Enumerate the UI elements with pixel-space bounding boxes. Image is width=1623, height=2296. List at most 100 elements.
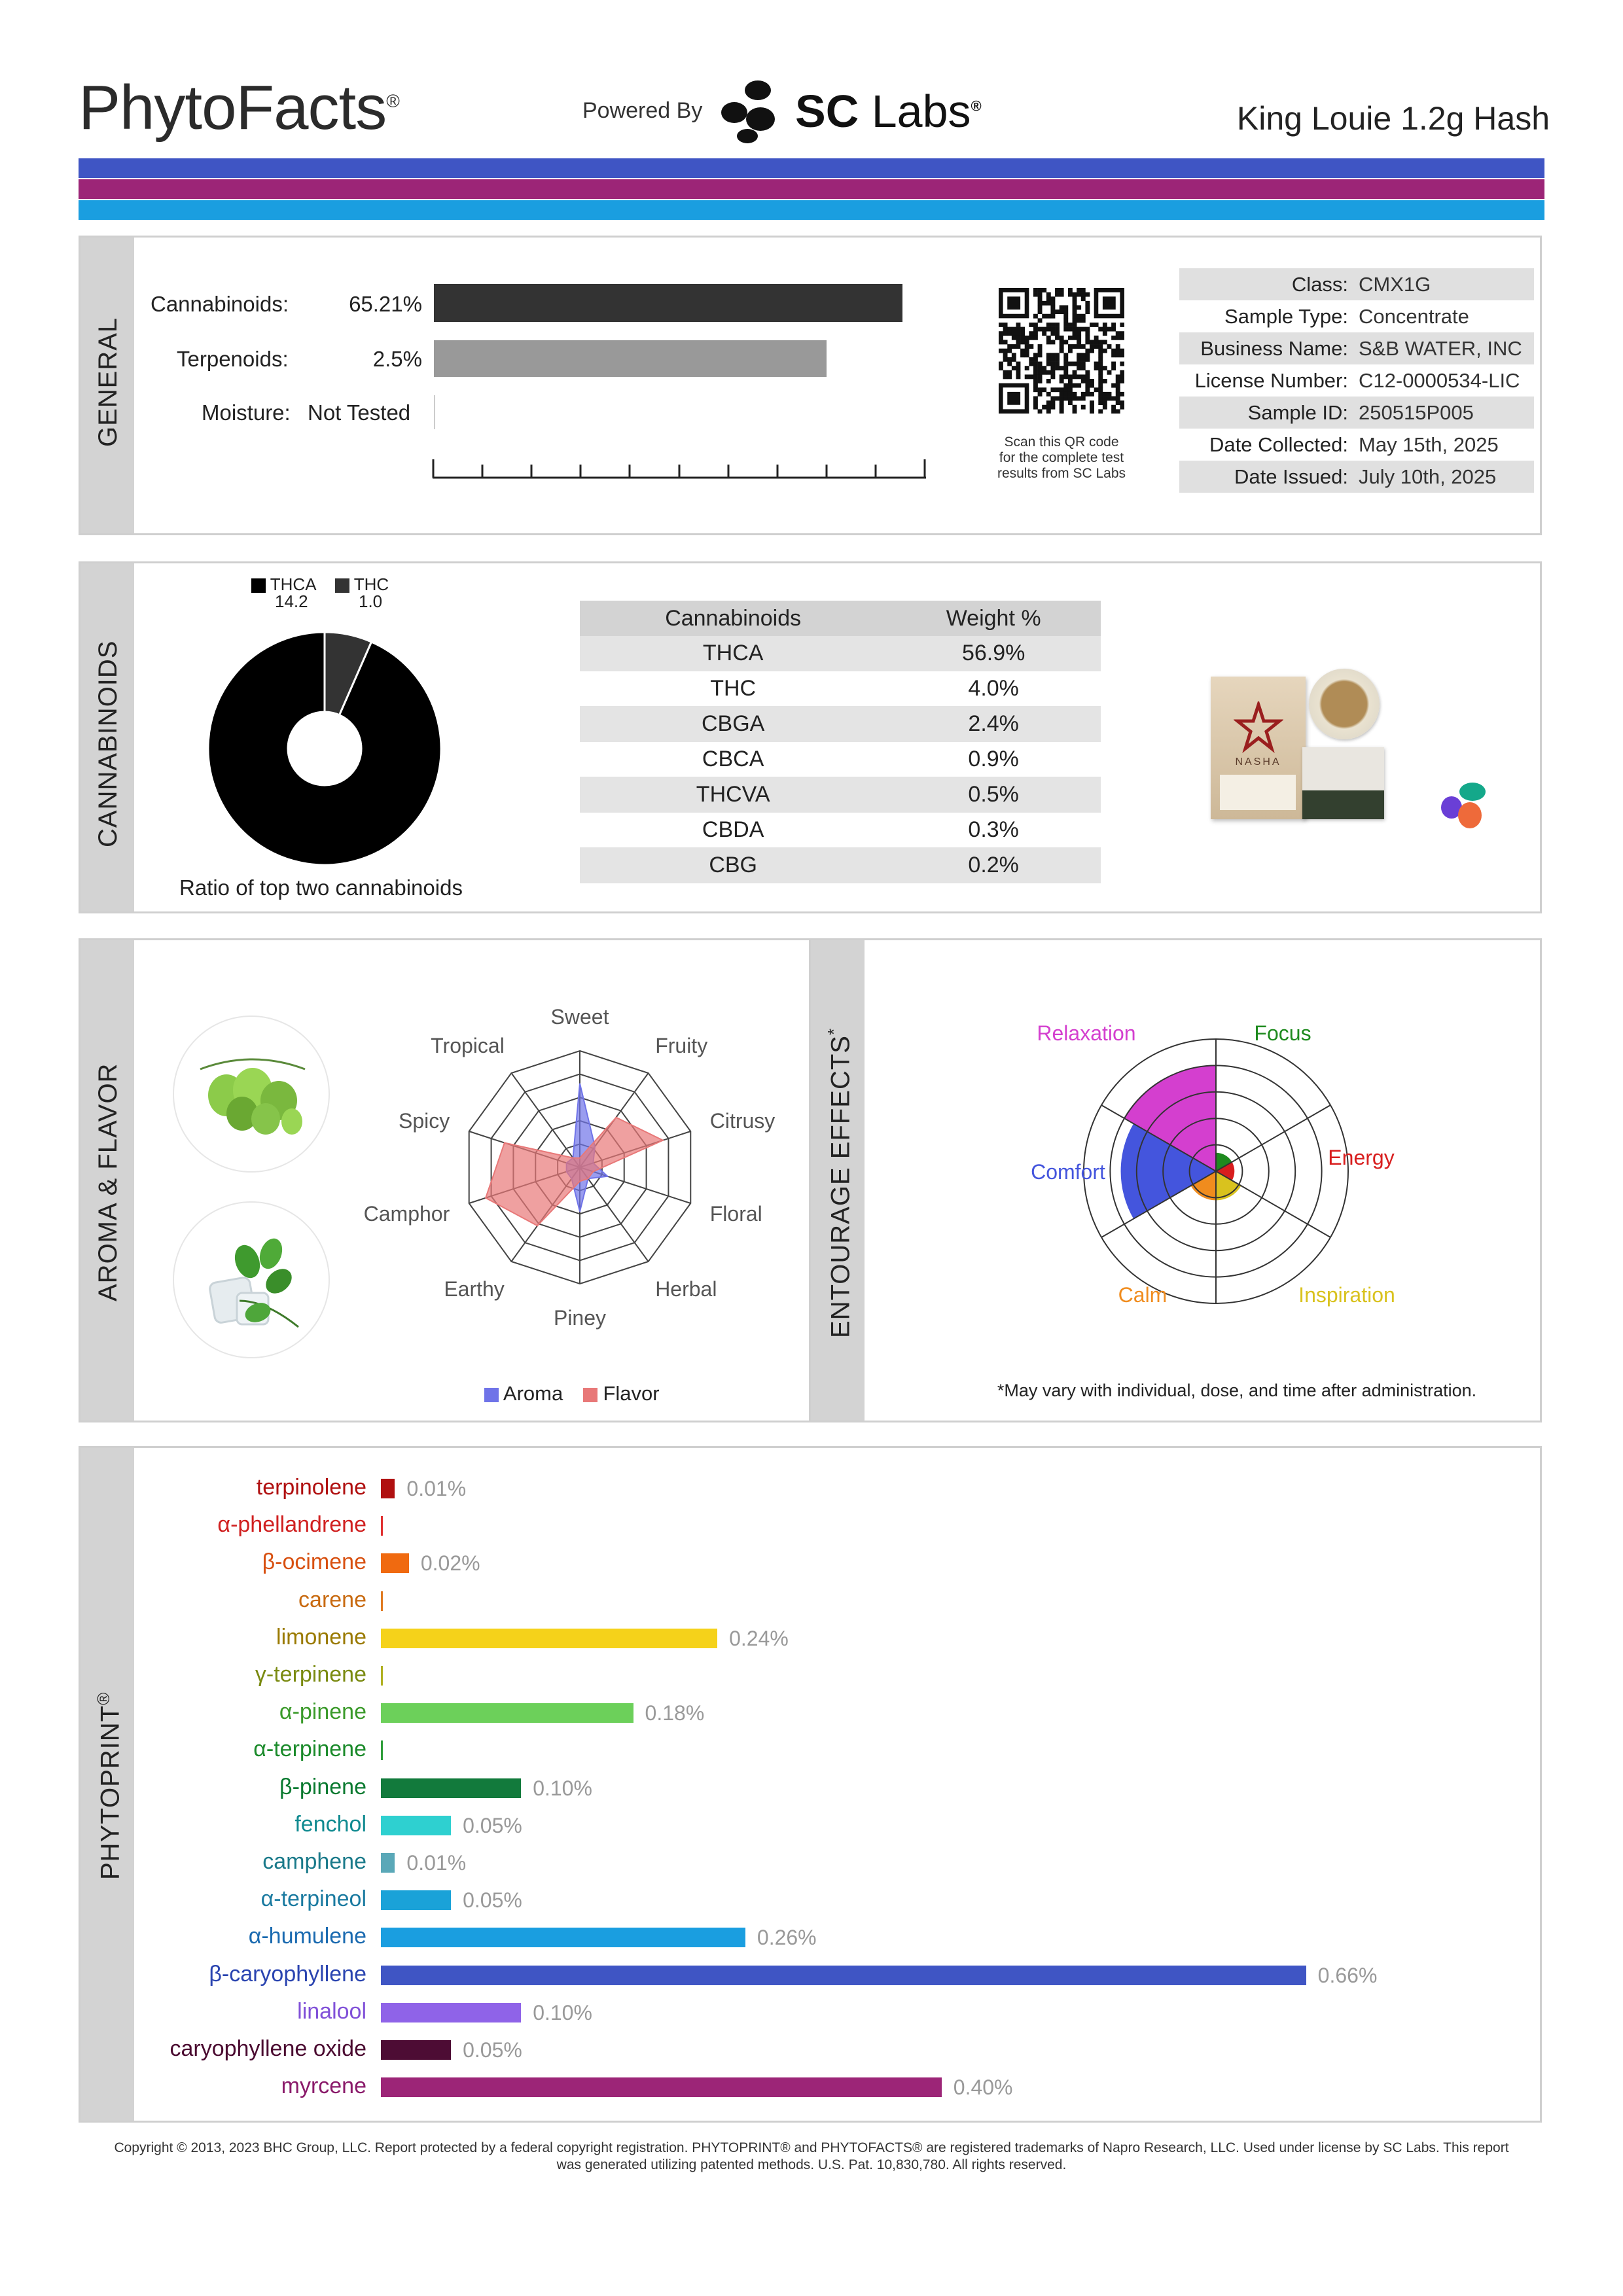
- cannabinoid-name: CBDA: [580, 812, 887, 848]
- terpene-value-label: 0.24%: [729, 1626, 789, 1650]
- sc-labs-logo-icon: [721, 80, 775, 143]
- table-row: THCVA 0.5%: [580, 777, 1101, 813]
- terpene-bar: [381, 1591, 383, 1611]
- stripe-cyan: [79, 200, 1544, 220]
- terpene-label: myrcene: [281, 2074, 366, 2099]
- entourage-effects-chart: Focus Energy Inspiration Calm Comfort Relaxat…: [1031, 1021, 1395, 1307]
- aroma-flavor-radar-chart: Sweet Fruity Citrusy Floral Herbal Piney Earth…: [364, 1005, 776, 1330]
- effect-sector-relaxation: [1124, 1065, 1216, 1171]
- terpene-bar: [381, 2002, 522, 2022]
- powered-by-label: Powered By: [582, 98, 703, 123]
- terpene-label: α-terpinene: [253, 1737, 366, 1762]
- terpene-label: β-caryophyllene: [209, 1961, 366, 1987]
- terpene-bar: [381, 1666, 383, 1686]
- effect-sector-energy: [1216, 1161, 1235, 1181]
- terpenoids-row-value: 2.5%: [372, 347, 422, 371]
- cannabinoid-name: THCVA: [580, 777, 887, 813]
- effect-label-energy: Energy: [1328, 1146, 1394, 1169]
- cannabinoids-row-value: 65.21%: [349, 292, 422, 316]
- product-jar: [1309, 669, 1380, 739]
- effect-sector-calm: [1190, 1171, 1216, 1201]
- terpene-label: α-terpineol: [260, 1886, 366, 1912]
- info-value: C12-0000534-LIC: [1359, 368, 1520, 392]
- info-key: Class:: [1179, 268, 1353, 300]
- moisture-row-label: Moisture:: [202, 400, 291, 425]
- legend-swatch: [484, 1387, 499, 1402]
- effect-sector-inspiration: [1216, 1171, 1241, 1201]
- radar-axis-label: Sweet: [551, 1005, 609, 1029]
- phytoprint-sidebar: PHYTOPRINT®: [80, 1448, 134, 2121]
- qr-code-icon[interactable]: [999, 288, 1124, 414]
- legend-item-thca: THCA 14.2: [251, 576, 336, 610]
- product-photo: NASHA: [1211, 669, 1387, 819]
- info-row: Class: CMX1G: [1179, 268, 1534, 300]
- terpene-label: fenchol: [294, 1811, 366, 1837]
- stripe-blue: [79, 158, 1544, 178]
- moisture-row-value: Not Tested: [308, 400, 411, 425]
- cannabinoid-weight: 0.3%: [886, 812, 1101, 848]
- aroma-section-label: AROMA & FLAVOR: [94, 1063, 122, 1301]
- column-header: Cannabinoids: [580, 601, 887, 636]
- aroma-panel: AROMA & FLAVOR: [79, 938, 812, 1422]
- terpene-value-label: 0.10%: [533, 1776, 592, 1800]
- terpene-value-label: 0.05%: [463, 1813, 522, 1837]
- stripe-purple: [79, 179, 1544, 199]
- sc-labs-color-logo-icon: [1441, 783, 1486, 828]
- terpene-bar: [381, 1853, 395, 1873]
- aroma-legend: Aroma Flavor: [484, 1382, 660, 1405]
- radar-spoke: [510, 1072, 580, 1168]
- effect-label-inspiration: Inspiration: [1298, 1283, 1395, 1307]
- donut-caption: Ratio of top two cannabinoids: [179, 875, 463, 900]
- cannabinoids-section-label: CANNABINOIDS: [94, 640, 122, 848]
- hops-image: [173, 1016, 330, 1173]
- info-value: Concentrate: [1359, 304, 1469, 328]
- entourage-sidebar: ENTOURAGE EFFECTS*: [811, 940, 865, 1421]
- terpene-label: α-humulene: [248, 1924, 366, 1949]
- terpene-value-label: 0.05%: [463, 1888, 522, 1913]
- moisture-bar-marker: [434, 395, 435, 429]
- radar-spoke: [579, 1167, 649, 1262]
- terpene-bar: [381, 1778, 522, 1798]
- table-row: CBG 0.2%: [580, 847, 1101, 883]
- info-key: Sample ID:: [1179, 397, 1353, 429]
- phytoprint-panel: PHYTOPRINT®: [79, 1446, 1542, 2123]
- info-key: Date Issued:: [1179, 461, 1353, 493]
- info-value: S&B WATER, INC: [1353, 332, 1534, 364]
- cannabinoid-table: Cannabinoids Weight % THCA 56.9% THC 4.0% …: [580, 601, 1101, 883]
- terpene-bar: [381, 1965, 1306, 1985]
- product-box-label: [1220, 775, 1296, 810]
- info-row: Date Issued: July 10th, 2025: [1179, 461, 1534, 493]
- product-name: King Louie 1.2g Hash: [1236, 100, 1550, 137]
- cannabinoids-row-label: Cannabinoids:: [151, 292, 289, 316]
- copyright-line: Copyright © 2013, 2023 BHC Group, LLC. R…: [114, 2140, 1509, 2155]
- terpene-bar: [381, 1928, 745, 1948]
- info-value: 250515P005: [1353, 397, 1534, 429]
- terpene-bar: [381, 1516, 383, 1536]
- info-row: Business Name: S&B WATER, INC: [1179, 332, 1534, 364]
- legend-value: 1.0: [359, 592, 383, 612]
- info-key: License Number:: [1194, 368, 1348, 392]
- copyright-footer: Copyright © 2013, 2023 BHC Group, LLC. R…: [79, 2140, 1544, 2174]
- cannabinoid-weight: 4.0%: [886, 671, 1101, 707]
- terpene-label: γ-terpinene: [255, 1662, 366, 1687]
- phytoprint-section-label: PHYTOPRINT®: [94, 1691, 125, 1880]
- radar-axis-label: Tropical: [431, 1034, 505, 1057]
- cannabinoid-name: THCA: [580, 636, 887, 671]
- cannabinoid-weight: 56.9%: [886, 636, 1101, 671]
- effect-label-focus: Focus: [1254, 1021, 1311, 1045]
- cannabinoid-weight: 0.2%: [886, 847, 1101, 883]
- cannabinoid-donut-chart: [207, 631, 442, 866]
- terpene-bar: [381, 1740, 383, 1761]
- effect-spoke: [1101, 1171, 1217, 1238]
- info-row: Sample Type: Concentrate: [1179, 300, 1534, 332]
- qr-caption-line: results from SC Labs: [997, 466, 1126, 481]
- donut-slice-thc: [323, 631, 373, 716]
- table-row: CBGA 2.4%: [580, 706, 1101, 742]
- terpene-bar: [381, 2077, 942, 2098]
- info-key: Date Collected:: [1209, 433, 1348, 456]
- terpene-bar: [381, 1553, 409, 1574]
- legend-name: Flavor: [603, 1382, 660, 1405]
- effect-spoke: [1215, 1171, 1331, 1238]
- radar-axis-label: Camphor: [364, 1202, 450, 1226]
- sample-info-table: Class: CMX1G Sample Type: Concentrate Busi…: [1179, 268, 1534, 493]
